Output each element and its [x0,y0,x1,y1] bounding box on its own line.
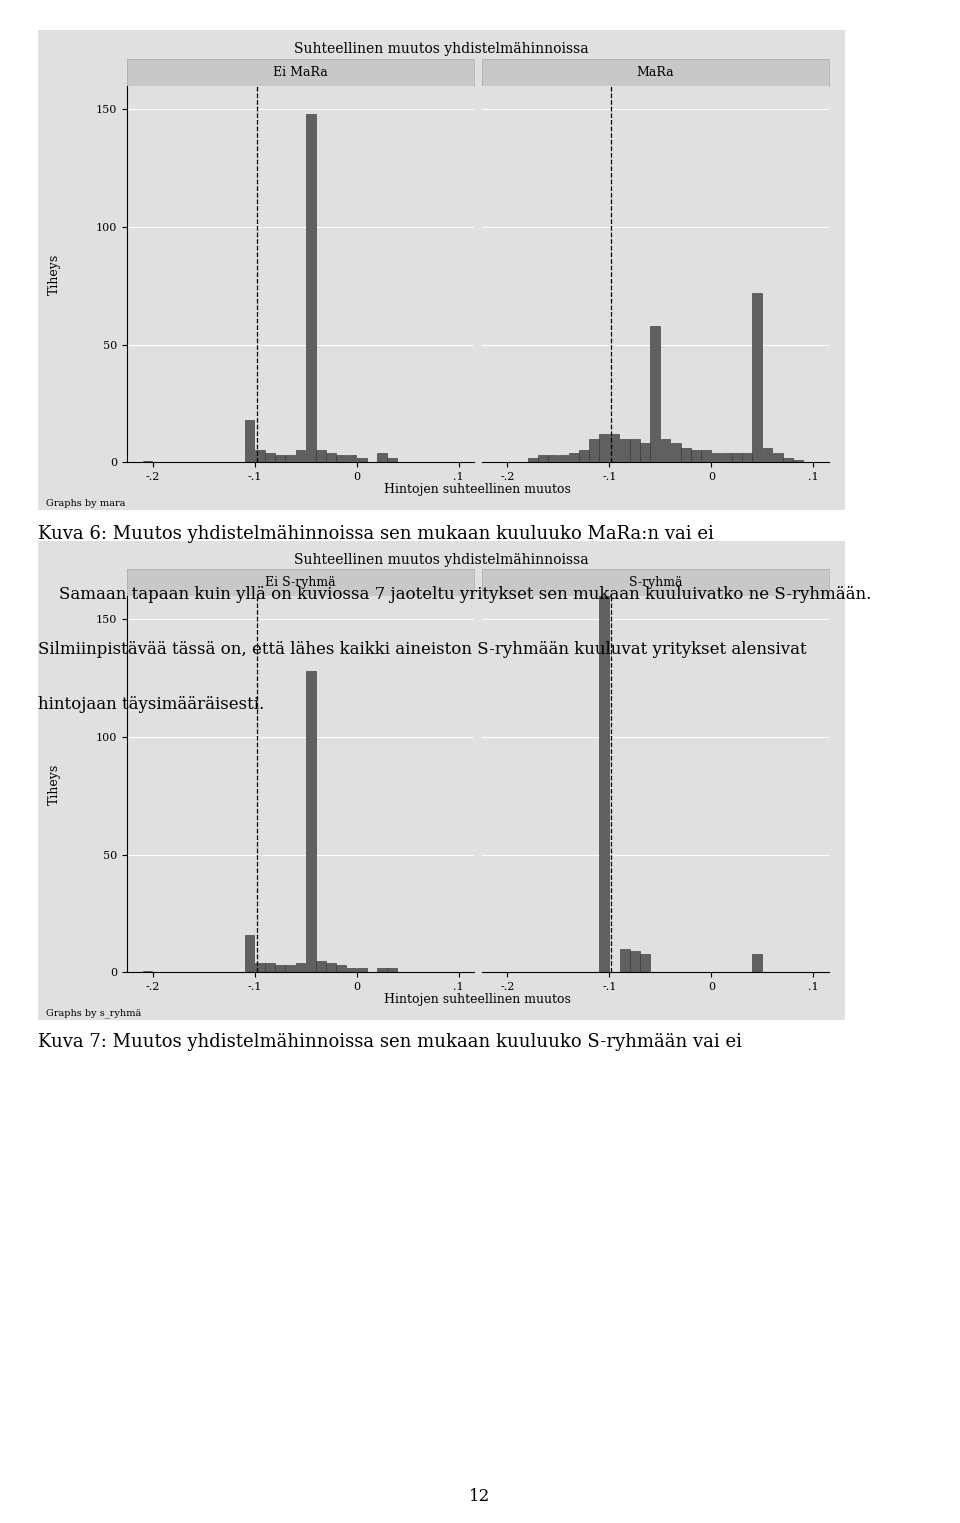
Text: Kuva 6: Muutos yhdistelmähinnoissa sen mukaan kuuluuko MaRa:n vai ei: Kuva 6: Muutos yhdistelmähinnoissa sen m… [38,525,714,544]
Bar [316,451,325,463]
Bar [742,452,752,463]
Bar [347,967,356,973]
Bar [316,961,325,973]
Bar [793,460,803,463]
Bar [326,963,336,973]
Bar [691,451,701,463]
Bar [265,452,275,463]
Bar [548,455,558,463]
Bar [276,966,285,973]
Bar [296,451,305,463]
Bar [640,953,650,973]
Bar [640,443,650,463]
Bar [296,963,305,973]
Bar [651,326,660,463]
Bar [245,420,254,463]
Bar [377,452,387,463]
Text: Kuva 7: Muutos yhdistelmähinnoissa sen mukaan kuuluuko S-ryhmään vai ei: Kuva 7: Muutos yhdistelmähinnoissa sen m… [38,1033,742,1051]
Bar [306,114,316,463]
Bar [245,935,254,973]
Bar [783,457,793,463]
Bar [620,949,630,973]
Bar [773,452,782,463]
Bar [285,966,295,973]
Bar [711,452,721,463]
Text: Suhteellinen muutos yhdistelmähinnoissa: Suhteellinen muutos yhdistelmähinnoissa [295,553,588,567]
Text: Hintojen suhteellinen muutos: Hintojen suhteellinen muutos [384,993,571,1007]
Bar [762,448,773,463]
Text: hintojaan täysimääräisesti.: hintojaan täysimääräisesti. [38,696,265,713]
Text: Tiheys: Tiheys [48,763,61,804]
Bar [528,457,538,463]
Bar [579,451,588,463]
Text: MaRa: MaRa [636,65,674,79]
Text: Tiheys: Tiheys [48,253,61,294]
Bar [753,292,762,463]
Bar [620,439,630,463]
Bar [732,452,742,463]
Bar [254,451,265,463]
Text: 12: 12 [469,1488,491,1505]
Bar [722,452,732,463]
Bar [306,672,316,973]
Bar [357,457,367,463]
Bar [630,439,639,463]
Bar [276,455,285,463]
Bar [388,967,397,973]
Bar [336,455,347,463]
Bar [681,448,691,463]
Text: Graphs by mara: Graphs by mara [46,500,126,507]
Bar [599,434,610,463]
Bar [753,953,762,973]
Text: Ei MaRa: Ei MaRa [273,65,328,79]
Bar [254,963,265,973]
Bar [388,457,397,463]
Bar [660,439,670,463]
Bar [569,452,579,463]
Text: Suhteellinen muutos yhdistelmähinnoissa: Suhteellinen muutos yhdistelmähinnoissa [295,43,588,56]
Bar [265,963,275,973]
Bar [559,455,568,463]
Bar [610,434,619,463]
Text: Hintojen suhteellinen muutos: Hintojen suhteellinen muutos [384,483,571,496]
Text: Ei S-ryhmä: Ei S-ryhmä [265,576,336,589]
Text: Samaan tapaan kuin yllä on kuviossa 7 jaoteltu yritykset sen mukaan kuuluivatko : Samaan tapaan kuin yllä on kuviossa 7 ja… [38,586,872,603]
Bar [599,501,610,973]
Text: Graphs by s_ryhmä: Graphs by s_ryhmä [46,1008,142,1017]
Text: S-ryhmä: S-ryhmä [629,576,682,589]
Bar [377,967,387,973]
Bar [326,452,336,463]
Bar [347,455,356,463]
Text: Silmiinpistävää tässä on, että lähes kaikki aineiston S-ryhmään kuuluvat yrityks: Silmiinpistävää tässä on, että lähes kai… [38,641,807,658]
Bar [336,966,347,973]
Bar [539,455,548,463]
Bar [630,952,639,973]
Bar [702,451,711,463]
Bar [589,439,599,463]
Bar [357,967,367,973]
Bar [671,443,681,463]
Bar [285,455,295,463]
